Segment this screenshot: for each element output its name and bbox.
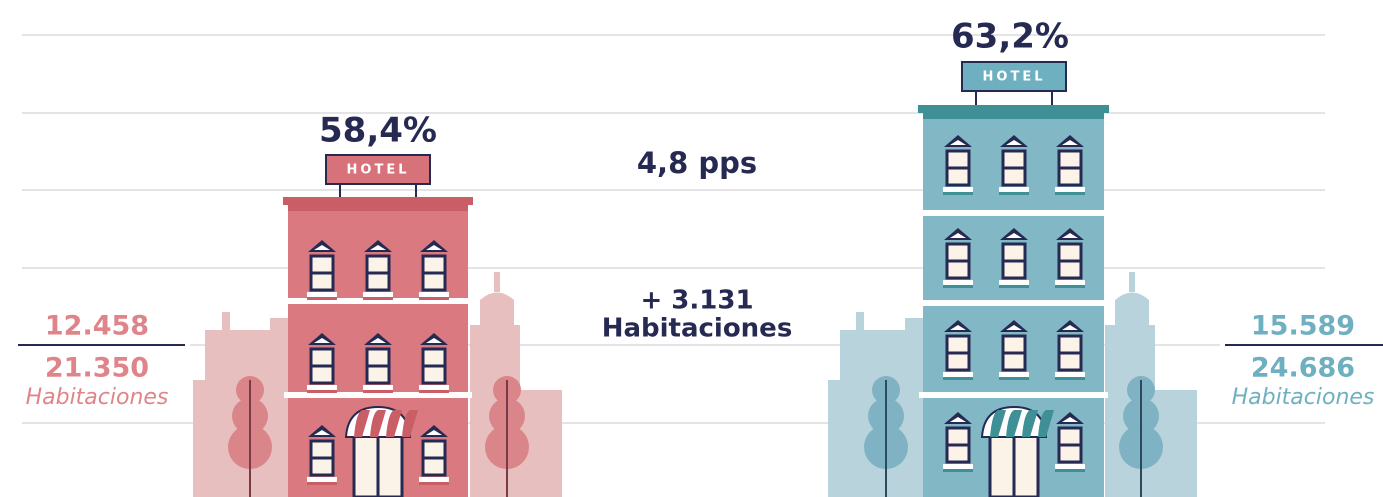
window-part [386, 410, 402, 437]
window-part [943, 469, 973, 472]
left-unit: Habitaciones [26, 385, 169, 410]
window-part [419, 482, 449, 485]
window-part [314, 245, 330, 250]
window-part [307, 385, 337, 390]
window-part [419, 292, 449, 297]
window-part [990, 410, 1006, 437]
window-part [1022, 410, 1038, 437]
window-part [1006, 325, 1022, 330]
window-part [999, 192, 1029, 195]
window-part [370, 245, 386, 250]
window-part [363, 390, 393, 393]
hotel-sign: HOTEL [983, 70, 1046, 85]
window-part [363, 385, 393, 390]
right-percentage: 63,2% [951, 17, 1069, 57]
window-part [943, 372, 973, 377]
left-city [193, 272, 562, 497]
window-part [426, 430, 442, 435]
window-part [1006, 233, 1022, 238]
window-part [950, 417, 966, 422]
window-part [426, 338, 442, 343]
window-part [1062, 140, 1078, 145]
window-part [402, 410, 418, 437]
window-part [307, 292, 337, 297]
window-part [1055, 187, 1085, 192]
window-part [1055, 285, 1085, 288]
window-part [943, 285, 973, 288]
window-part [950, 140, 966, 145]
window-part [354, 410, 370, 437]
window-part [1055, 192, 1085, 195]
window-part [314, 430, 330, 435]
window-part [1055, 280, 1085, 285]
right-total: 24.686 [1251, 353, 1355, 384]
rooms-unit: Habitaciones [602, 314, 793, 344]
right-occupied: 15.589 [1251, 311, 1355, 342]
window-part [1062, 325, 1078, 330]
window-part [943, 280, 973, 285]
window-part [999, 187, 1029, 192]
left-total: 21.350 [45, 353, 149, 384]
window-part [307, 297, 337, 300]
window-part [314, 338, 330, 343]
left-percentage: 58,4% [319, 111, 437, 151]
window-part [999, 280, 1029, 285]
window-part [1055, 464, 1085, 469]
window-part [419, 477, 449, 482]
hotel-sign: HOTEL [347, 163, 410, 178]
window-part [1038, 410, 1054, 437]
left-trees [228, 376, 529, 497]
window-part [943, 192, 973, 195]
window-part [419, 297, 449, 300]
window-part [363, 292, 393, 297]
rooms-added: + 3.131 [640, 286, 753, 316]
window-part [370, 410, 386, 437]
window-part [426, 245, 442, 250]
window-part [1006, 410, 1022, 437]
right-unit: Habitaciones [1232, 385, 1375, 410]
window-part [943, 187, 973, 192]
window-part [999, 372, 1029, 377]
window-part [363, 297, 393, 300]
window-part [307, 390, 337, 393]
window-part [999, 377, 1029, 380]
windows [307, 135, 1085, 497]
window-part [1006, 140, 1022, 145]
window-part [419, 385, 449, 390]
window-part [1062, 233, 1078, 238]
window-part [307, 477, 337, 482]
window-part [943, 464, 973, 469]
right-trees [864, 376, 1163, 497]
window-part [1055, 372, 1085, 377]
window-part [999, 285, 1029, 288]
window-part [419, 390, 449, 393]
difference: 4,8 pps [637, 146, 757, 180]
window-part [950, 325, 966, 330]
window-part [943, 377, 973, 380]
window-part [307, 482, 337, 485]
window-part [950, 233, 966, 238]
window-part [1055, 469, 1085, 472]
left-occupied: 12.458 [45, 311, 149, 342]
window-part [370, 338, 386, 343]
window-part [1062, 417, 1078, 422]
window-part [1055, 377, 1085, 380]
